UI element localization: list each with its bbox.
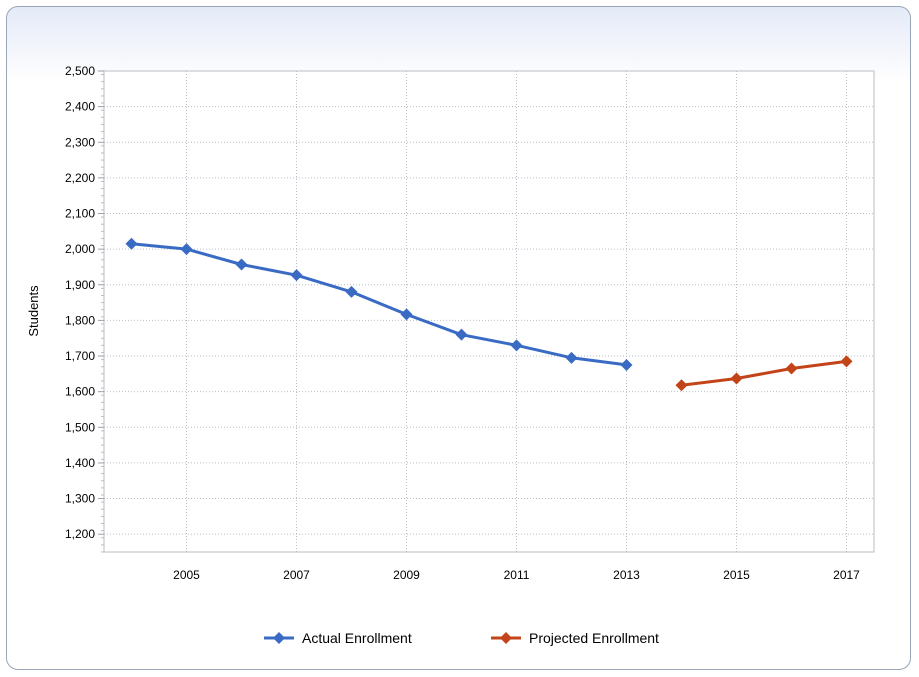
data-point[interactable] (785, 362, 798, 375)
y-tick-label: 1,800 (65, 313, 95, 327)
x-tick-label: 2015 (723, 568, 750, 582)
legend-label-1[interactable]: Projected Enrollment (529, 630, 659, 646)
data-point[interactable] (455, 328, 468, 341)
y-tick-label: 2,000 (65, 242, 95, 256)
legend-marker-0 (273, 632, 285, 644)
data-point[interactable] (620, 358, 633, 371)
x-tick-label: 2009 (393, 568, 420, 582)
y-tick-label: 1,600 (65, 385, 95, 399)
data-point[interactable] (235, 258, 248, 271)
y-tick-label: 2,200 (65, 171, 95, 185)
legend-label-0[interactable]: Actual Enrollment (302, 630, 412, 646)
data-point[interactable] (840, 355, 853, 368)
y-axis-label: Students (26, 285, 41, 337)
data-point[interactable] (345, 285, 358, 298)
x-tick-label: 2013 (613, 568, 640, 582)
x-tick-label: 2005 (173, 568, 200, 582)
y-tick-label: 1,300 (65, 492, 95, 506)
y-tick-label: 1,400 (65, 456, 95, 470)
data-point[interactable] (565, 351, 578, 364)
data-point[interactable] (290, 269, 303, 282)
data-point[interactable] (400, 308, 413, 321)
data-point[interactable] (180, 243, 193, 256)
plot-area (103, 70, 875, 553)
data-point[interactable] (125, 237, 138, 250)
y-tick-label: 2,400 (65, 100, 95, 114)
data-point[interactable] (730, 372, 743, 385)
axes: 1,200 1,300 1,400 1,500 1,600 1,700 1,800 1,900… (65, 64, 860, 582)
y-tick-label: 1,500 (65, 420, 95, 434)
y-tick-label: 2,100 (65, 207, 95, 221)
series-line-1 (681, 359, 847, 387)
series-line-0 (131, 242, 627, 367)
y-tick-label: 1,200 (65, 527, 95, 541)
y-tick-label: 2,300 (65, 135, 95, 149)
legend: Actual Enrollment Projected Enrollment (264, 630, 659, 646)
x-tick-label: 2011 (504, 568, 530, 582)
y-tick-label: 1,900 (65, 278, 95, 292)
y-tick-label: 1,700 (65, 349, 95, 363)
data-point[interactable] (510, 339, 523, 352)
data-point[interactable] (675, 379, 688, 392)
series (125, 237, 853, 392)
y-tick-label: 2,500 (65, 64, 95, 78)
x-tick-label: 2007 (283, 568, 310, 582)
x-tick-label: 2017 (833, 568, 860, 582)
legend-marker-1 (500, 632, 512, 644)
